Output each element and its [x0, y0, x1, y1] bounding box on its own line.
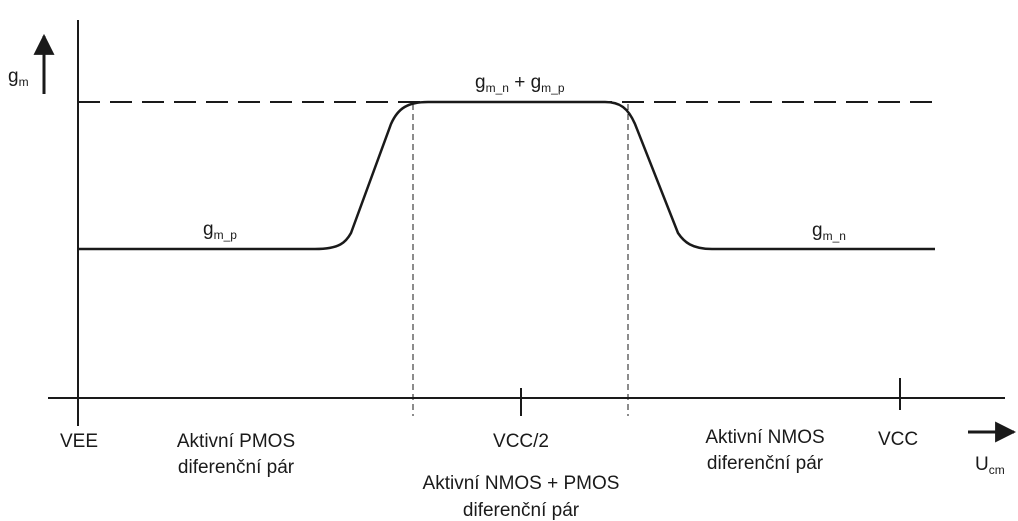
x-axis-label: Ucm	[975, 454, 1005, 477]
region-both-line1: Aktivní NMOS + PMOS	[423, 473, 620, 494]
y-axis-label: gm	[8, 66, 29, 89]
gm-curve	[78, 100, 935, 251]
region-both-line2: diferenční pár	[463, 500, 580, 521]
label-gm-sum: gm_n + gm_p	[475, 72, 565, 95]
region-pmos-line1: Aktivní PMOS	[177, 431, 295, 452]
tick-label-vee: VEE	[60, 431, 98, 452]
region-nmos-line2: diferenční pár	[707, 453, 824, 474]
region-pmos-line2: diferenční pár	[178, 457, 295, 478]
region-nmos-line1: Aktivní NMOS	[705, 427, 824, 448]
label-gm-n: gm_n	[812, 220, 846, 243]
tick-label-vcc-half: VCC/2	[493, 431, 549, 452]
tick-label-vcc: VCC	[878, 429, 918, 450]
label-gm-p: gm_p	[203, 219, 237, 242]
